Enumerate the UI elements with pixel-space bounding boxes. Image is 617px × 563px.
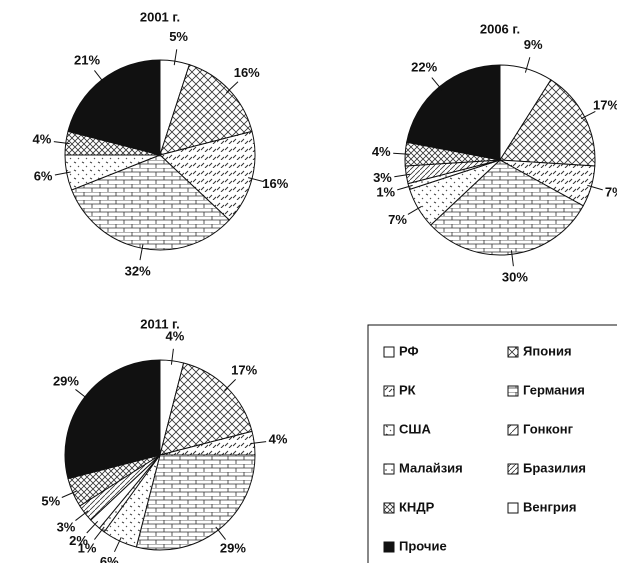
leader-line — [524, 57, 531, 73]
data-label: 5% — [169, 29, 188, 44]
data-label: 3% — [57, 519, 76, 534]
data-label: 32% — [125, 263, 151, 278]
data-label: 17% — [593, 97, 617, 112]
leader-line — [431, 77, 443, 91]
data-label: 21% — [74, 52, 100, 67]
legend-label: Германия — [523, 382, 585, 397]
data-label: 5% — [41, 494, 60, 509]
leader-line — [113, 537, 122, 553]
legend-label: США — [399, 421, 431, 436]
data-label: 6% — [100, 554, 119, 563]
data-label: 9% — [524, 37, 543, 52]
data-label: 3% — [373, 170, 392, 185]
data-label: 4% — [372, 144, 391, 159]
data-label: 17% — [231, 362, 257, 377]
leader-line — [248, 177, 264, 183]
legend-label: КНДР — [399, 499, 435, 514]
data-label: 4% — [269, 432, 288, 447]
leader-line — [94, 70, 105, 84]
legend-swatch — [507, 346, 519, 358]
legend-label: Бразилия — [523, 460, 586, 475]
leader-line — [75, 510, 89, 521]
leader-line — [61, 490, 77, 498]
legend-label: Малайзия — [399, 460, 463, 475]
data-label: 7% — [605, 185, 617, 200]
leader-line — [170, 348, 174, 365]
leader-line — [225, 81, 239, 94]
legend-swatch — [507, 463, 519, 475]
leader-line — [86, 520, 99, 534]
data-label: 7% — [388, 212, 407, 227]
leader-line — [510, 250, 514, 267]
leader-line — [407, 205, 422, 215]
legend-label: Прочие — [399, 538, 447, 553]
data-label: 2% — [69, 533, 88, 548]
leader-line — [75, 389, 89, 400]
chart-title: 2011 г. — [140, 316, 180, 331]
leader-line — [94, 526, 105, 540]
leader-line — [139, 244, 144, 261]
data-label: 30% — [502, 269, 528, 284]
data-label: 22% — [411, 60, 437, 75]
leader-line — [223, 378, 237, 392]
legend-swatch — [507, 502, 519, 514]
legend-label: Япония — [523, 343, 572, 358]
data-label: 4% — [166, 328, 185, 343]
leader-line — [53, 141, 70, 145]
leader-line — [250, 441, 267, 445]
legend-swatch — [383, 385, 395, 397]
legend-swatch — [507, 385, 519, 397]
leader-line — [580, 110, 596, 120]
leader-line — [587, 184, 603, 191]
legend-swatch — [383, 463, 395, 475]
legend-swatch — [383, 541, 395, 553]
leader-line — [394, 173, 411, 178]
leader-line — [215, 526, 226, 540]
data-label: 6% — [34, 169, 53, 184]
data-label: 1% — [78, 540, 97, 555]
legend-label: Гонконг — [523, 421, 574, 436]
leader-line — [397, 184, 413, 191]
chart-title: 2001 г. — [140, 9, 180, 24]
data-label: 29% — [53, 374, 79, 389]
legend-box — [367, 324, 617, 563]
legend-swatch — [383, 424, 395, 436]
legend-swatch — [383, 346, 395, 358]
legend-swatch — [383, 502, 395, 514]
data-label: 1% — [376, 185, 395, 200]
data-label: 16% — [234, 65, 260, 80]
legend-label: РК — [399, 382, 416, 397]
leader-line — [393, 152, 410, 155]
chart-title: 2006 г. — [480, 21, 520, 36]
data-label: 4% — [33, 132, 52, 147]
leader-line — [54, 171, 71, 176]
leader-line — [173, 49, 178, 66]
data-label: 16% — [262, 176, 288, 191]
legend-swatch — [507, 424, 519, 436]
legend-label: РФ — [399, 343, 419, 358]
data-label: 29% — [220, 540, 246, 555]
legend-label: Венгрия — [523, 499, 576, 514]
